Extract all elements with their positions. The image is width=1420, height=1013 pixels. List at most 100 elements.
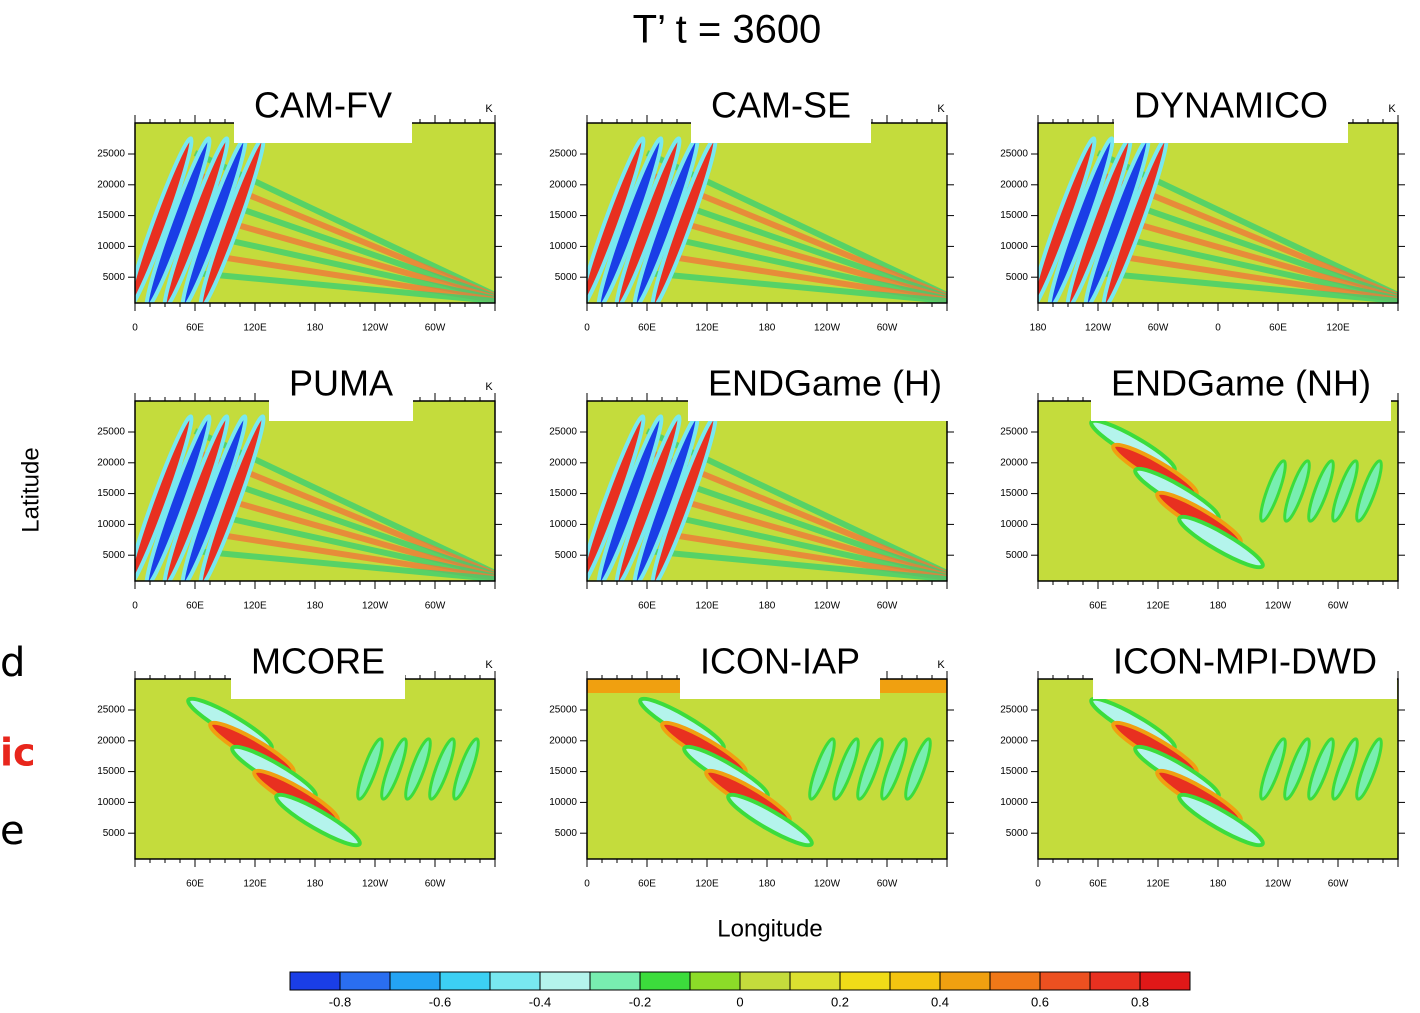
streak [194,230,495,302]
x-tick-label: 120E [1326,323,1350,334]
y-tick-label: 15000 [97,210,125,221]
contour-field [587,679,947,859]
streak [194,210,495,301]
colorbar-box [939,971,991,991]
y-tick-label: 15000 [549,488,577,499]
panel-label-box [234,85,412,143]
y-tick-label: 5000 [1006,272,1029,283]
y-tick-label: 20000 [549,457,577,468]
streak [646,488,947,579]
x-tick-label: 60W [425,601,446,612]
unit-label: K [485,381,493,393]
y-tick-label: 15000 [549,210,577,221]
panel-label-box [687,363,963,421]
y-tick-label: 25000 [1000,705,1028,716]
band [614,136,682,303]
y-tick-label: 25000 [97,705,125,716]
band [162,136,230,303]
y-tick-label: 5000 [103,828,126,839]
x-tick-label: 60E [638,601,656,612]
x-tick-label: 60W [425,323,446,334]
x-tick-label: 180 [759,879,776,890]
blob [808,737,836,801]
band [198,414,266,581]
streak [646,508,947,580]
colorbar-box [1139,971,1191,991]
colorbar-label: 0.2 [831,994,849,1009]
y-tick-label: 5000 [555,828,578,839]
colorbar-label: 0.4 [931,994,949,1009]
colorbar-box [389,971,441,991]
x-tick-label: 60E [638,323,656,334]
colorbar-box [339,971,391,991]
panel-label-box [679,641,881,699]
y-tick-label: 25000 [549,149,577,160]
y-tick-label: 20000 [1000,179,1028,190]
x-tick-label: 120W [814,323,841,334]
x-tick-label: 0 [1035,879,1041,890]
band [587,414,646,581]
blob [1283,737,1311,801]
band [1038,136,1097,303]
blob [1283,459,1311,523]
contour-field [1038,679,1398,859]
x-tick-label: 60W [877,323,898,334]
x-tick-label: 180 [1030,323,1047,334]
panel-label: PUMA [289,363,393,404]
panel-label: ENDGame (H) [708,363,942,404]
x-tick-label: 120W [1085,323,1112,334]
x-tick-label: 180 [307,323,324,334]
unit-label: K [485,103,493,115]
blob [1307,737,1335,801]
streak [646,210,947,301]
y-tick-label: 20000 [97,457,125,468]
colorbar-box [439,971,491,991]
band [162,414,230,581]
panel-label: ENDGame (NH) [1111,363,1371,404]
side-text: ic [0,731,36,775]
panel-label-box [1093,641,1397,699]
x-tick-label: 120E [695,879,719,890]
band [135,136,194,303]
blob [274,792,362,848]
y-tick-label: 5000 [1006,550,1029,561]
colorbar-label: -0.6 [429,994,451,1009]
x-tick-label: 120W [362,879,389,890]
x-tick-label: 120E [243,601,267,612]
contour-field [1038,123,1398,303]
x-tick-label: 60E [186,601,204,612]
x-tick-label: 60E [1089,879,1107,890]
side-text: e [0,808,25,854]
band [144,414,212,581]
side-text: d [0,640,25,686]
blob [1259,459,1287,523]
x-tick-label: 60W [1148,323,1169,334]
x-tick-label: 180 [1210,601,1227,612]
y-tick-label: 5000 [1006,828,1029,839]
x-tick-label: 60W [877,601,898,612]
x-tick-label: 120E [695,323,719,334]
panel-label: CAM-SE [711,85,851,126]
band [614,414,682,581]
y-tick-label: 25000 [1000,149,1028,160]
y-tick-label: 10000 [1000,241,1028,252]
streak [1097,250,1398,303]
x-tick-label: 120W [814,879,841,890]
streak [1097,230,1398,302]
panel-label-box [690,85,872,143]
x-tick-label: 0 [132,601,138,612]
blob [1355,459,1383,523]
x-tick-label: 180 [759,323,776,334]
colorbar-box [639,971,691,991]
y-tick-label: 10000 [549,797,577,808]
colorbar-label: -0.8 [329,994,351,1009]
x-tick-label: 120W [1265,601,1292,612]
colorbar-label: 0.6 [1031,994,1049,1009]
y-tick-label: 25000 [549,427,577,438]
streak [194,528,495,581]
y-tick-label: 15000 [1000,488,1028,499]
colorbar-label: 0 [736,994,743,1009]
colorbar-label: 0.8 [1131,994,1149,1009]
blob [1177,792,1265,848]
blob [1259,737,1287,801]
